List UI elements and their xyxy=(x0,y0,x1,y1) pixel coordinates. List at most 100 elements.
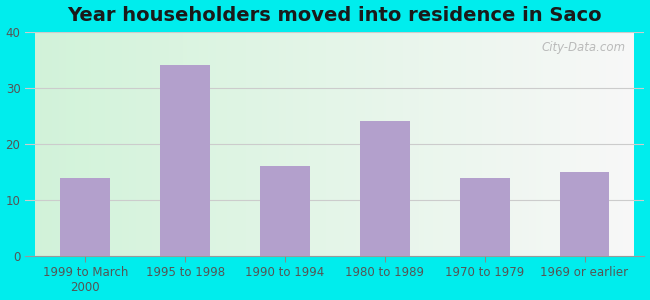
Bar xyxy=(164,32,166,256)
Bar xyxy=(491,32,494,256)
Bar xyxy=(35,32,38,256)
Bar xyxy=(211,32,213,256)
Bar xyxy=(229,32,232,256)
Bar xyxy=(82,32,85,256)
Bar xyxy=(227,32,229,256)
Bar xyxy=(374,32,377,256)
Bar xyxy=(49,32,51,256)
Bar xyxy=(171,32,174,256)
Bar xyxy=(136,32,138,256)
Bar xyxy=(304,32,307,256)
Bar xyxy=(426,32,428,256)
Bar xyxy=(111,32,112,256)
Bar xyxy=(162,32,164,256)
Bar xyxy=(216,32,218,256)
Bar xyxy=(45,32,47,256)
Bar xyxy=(176,32,178,256)
Bar xyxy=(187,32,190,256)
Bar xyxy=(105,32,108,256)
Bar xyxy=(494,32,497,256)
Bar xyxy=(169,32,171,256)
Bar xyxy=(452,32,454,256)
Bar xyxy=(611,32,614,256)
Bar xyxy=(127,32,129,256)
Bar xyxy=(260,166,310,256)
Bar xyxy=(150,32,152,256)
Bar xyxy=(548,32,550,256)
Bar xyxy=(440,32,443,256)
Bar xyxy=(377,32,380,256)
Bar xyxy=(57,32,58,256)
Bar xyxy=(344,32,346,256)
Bar xyxy=(396,32,398,256)
Bar xyxy=(269,32,272,256)
Bar xyxy=(351,32,354,256)
Bar xyxy=(257,32,260,256)
Bar xyxy=(583,32,585,256)
Bar xyxy=(225,32,227,256)
Bar xyxy=(614,32,616,256)
Bar xyxy=(61,32,63,256)
Bar xyxy=(60,178,111,256)
Bar xyxy=(400,32,403,256)
Bar xyxy=(436,32,438,256)
Bar xyxy=(487,32,489,256)
Bar xyxy=(485,32,487,256)
Bar xyxy=(630,32,632,256)
Bar xyxy=(98,32,101,256)
Bar xyxy=(307,32,309,256)
Bar xyxy=(410,32,412,256)
Bar xyxy=(316,32,318,256)
Bar xyxy=(274,32,276,256)
Bar xyxy=(148,32,150,256)
Bar xyxy=(241,32,244,256)
Bar xyxy=(40,32,42,256)
Bar xyxy=(185,32,187,256)
Bar xyxy=(462,32,463,256)
Bar xyxy=(129,32,131,256)
Bar xyxy=(466,32,468,256)
Bar xyxy=(382,32,384,256)
Bar xyxy=(522,32,525,256)
Bar xyxy=(433,32,436,256)
Bar xyxy=(482,32,485,256)
Bar xyxy=(438,32,440,256)
Bar xyxy=(536,32,538,256)
Bar xyxy=(571,32,573,256)
Bar xyxy=(80,32,82,256)
Bar xyxy=(300,32,302,256)
Bar xyxy=(389,32,391,256)
Bar xyxy=(415,32,417,256)
Bar xyxy=(560,172,610,256)
Bar xyxy=(447,32,450,256)
Bar xyxy=(54,32,57,256)
Bar xyxy=(534,32,536,256)
Bar xyxy=(403,32,405,256)
Bar xyxy=(206,32,209,256)
Bar xyxy=(424,32,426,256)
Bar xyxy=(545,32,548,256)
Bar xyxy=(75,32,77,256)
Bar xyxy=(526,32,529,256)
Bar xyxy=(445,32,447,256)
Bar xyxy=(209,32,211,256)
Bar xyxy=(237,32,239,256)
Bar xyxy=(281,32,283,256)
Bar xyxy=(94,32,96,256)
Bar xyxy=(532,32,534,256)
Bar xyxy=(115,32,117,256)
Bar xyxy=(541,32,543,256)
Bar xyxy=(569,32,571,256)
Bar xyxy=(391,32,393,256)
Bar xyxy=(330,32,333,256)
Bar xyxy=(417,32,419,256)
Bar xyxy=(122,32,124,256)
Bar xyxy=(557,32,560,256)
Bar xyxy=(372,32,374,256)
Bar xyxy=(567,32,569,256)
Bar xyxy=(405,32,408,256)
Bar xyxy=(251,32,253,256)
Bar xyxy=(192,32,194,256)
Bar xyxy=(328,32,330,256)
Bar xyxy=(202,32,204,256)
